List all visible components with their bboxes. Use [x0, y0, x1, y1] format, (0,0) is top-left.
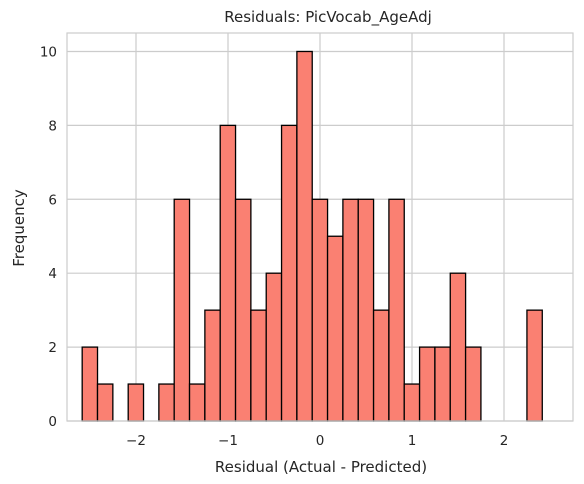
histogram-bar [388, 198, 405, 422]
histogram-bar [311, 198, 329, 422]
x-tick-label: −2 [126, 433, 146, 449]
histogram-bar [173, 198, 191, 422]
x-tick-label: 1 [408, 433, 417, 449]
chart-title: Residuals: PicVocab_AgeAdj [224, 8, 432, 27]
histogram-bar [96, 383, 114, 422]
histogram-bar [449, 272, 467, 422]
y-axis-label: Frequency [10, 189, 28, 267]
y-axis-ticks: 0 2 4 6 8 10 [40, 44, 57, 430]
x-tick-label: 0 [316, 433, 325, 449]
histogram-bar [418, 346, 436, 422]
y-tick-label: 6 [48, 192, 57, 208]
histogram-bar [357, 198, 375, 422]
y-tick-label: 2 [48, 340, 57, 356]
y-tick-label: 4 [48, 266, 57, 282]
histogram-bar [372, 309, 390, 422]
histogram-bar [526, 309, 543, 422]
histogram-bar [158, 383, 175, 422]
x-tick-label: 2 [500, 433, 509, 449]
histogram-bar [342, 198, 359, 422]
y-tick-label: 10 [40, 44, 57, 60]
histogram-bar [265, 272, 283, 422]
x-axis-label: Residual (Actual - Predicted) [215, 458, 427, 476]
histogram-bar [234, 198, 252, 422]
plot-frame [66, 32, 574, 422]
y-tick-label: 8 [48, 118, 57, 134]
bars [81, 50, 543, 422]
histogram-bar [188, 383, 206, 422]
histogram-bar [403, 383, 421, 422]
histogram-bar [204, 309, 221, 422]
histogram-bar [81, 346, 99, 422]
histogram-bar [250, 309, 267, 422]
histogram-bar [326, 235, 344, 422]
histogram-bar [296, 50, 313, 422]
histogram-bar [219, 124, 237, 422]
x-axis-ticks: −2 −1 0 1 2 [126, 433, 508, 449]
y-tick-label: 0 [48, 414, 57, 430]
x-tick-label: −1 [218, 433, 238, 449]
histogram-bar [280, 124, 298, 422]
histogram-bar [127, 383, 145, 422]
histogram-bar [434, 346, 451, 422]
histogram-bar [464, 346, 482, 422]
